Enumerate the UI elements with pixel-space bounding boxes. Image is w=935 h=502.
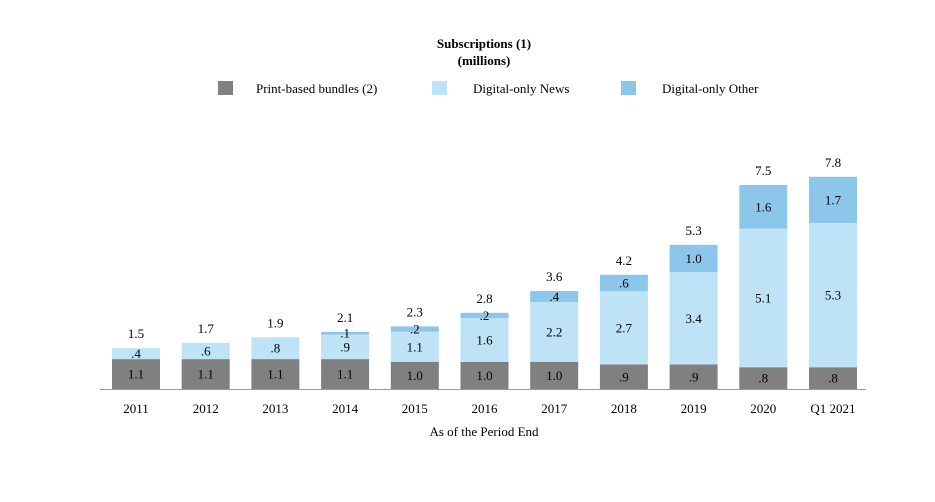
segment-value-label: .9 bbox=[689, 369, 699, 384]
segment-value-label: .8 bbox=[828, 371, 838, 386]
bar-segment bbox=[251, 337, 300, 360]
bar-total-label: 4.2 bbox=[616, 253, 632, 268]
bar-segment bbox=[181, 359, 230, 389]
bar-segment bbox=[390, 331, 439, 362]
bar-total-label: 1.5 bbox=[128, 326, 144, 341]
x-tick-label: 2013 bbox=[262, 401, 288, 416]
bar-total-label: 1.9 bbox=[267, 315, 283, 330]
segment-value-label: .9 bbox=[340, 339, 350, 354]
legend: Print-based bundles (2) Digital-only News… bbox=[218, 81, 759, 96]
segment-value-label: 3.4 bbox=[685, 311, 702, 326]
bar-total-label: 1.7 bbox=[198, 321, 215, 336]
segment-value-label: 1.0 bbox=[685, 251, 701, 266]
segment-value-label: 5.3 bbox=[825, 288, 841, 303]
bar-segment bbox=[739, 185, 788, 229]
segment-value-label: 1.0 bbox=[407, 368, 423, 383]
x-tick-label: 2017 bbox=[541, 401, 568, 416]
segment-value-label: .4 bbox=[549, 289, 559, 304]
bar-segment bbox=[809, 367, 857, 389]
bar-segment bbox=[321, 334, 370, 360]
x-tick-label: 2018 bbox=[611, 401, 637, 416]
bar-segment bbox=[390, 326, 439, 332]
x-tick-label: 2015 bbox=[402, 401, 428, 416]
legend-label-2: Digital-only News bbox=[473, 81, 569, 96]
bar-total-label: 7.8 bbox=[825, 155, 841, 170]
segment-value-label: .9 bbox=[619, 369, 629, 384]
bar-segment bbox=[460, 312, 509, 319]
bar-segment bbox=[809, 176, 857, 223]
bar-total-label: 2.1 bbox=[337, 310, 353, 325]
legend-swatch-3 bbox=[621, 81, 636, 95]
bar-segment bbox=[669, 244, 718, 272]
segment-value-label: 1.0 bbox=[546, 368, 562, 383]
segment-value-label: 1.6 bbox=[755, 199, 772, 214]
segment-value-label: 1.1 bbox=[128, 367, 144, 382]
x-tick-label: 2016 bbox=[472, 401, 499, 416]
bar-segment bbox=[181, 342, 230, 360]
chart-title: Subscriptions (1) bbox=[437, 36, 531, 51]
segment-value-label: .6 bbox=[201, 343, 211, 358]
bar-segment bbox=[669, 364, 718, 389]
chart-subtitle: (millions) bbox=[458, 53, 511, 68]
bars-group: 1.1.41.51.1.61.71.1.81.91.1.9.12.11.01.1… bbox=[112, 155, 857, 389]
segment-value-label: .8 bbox=[758, 371, 768, 386]
x-tick-label: 2014 bbox=[332, 401, 359, 416]
bar-total-label: 5.3 bbox=[685, 223, 701, 238]
bar-segment bbox=[530, 302, 579, 362]
legend-swatch-1 bbox=[218, 81, 233, 95]
bar-segment bbox=[599, 274, 648, 292]
legend-label-1: Print-based bundles (2) bbox=[256, 81, 377, 96]
bar-total-label: 2.8 bbox=[476, 291, 492, 306]
x-tick-label: 2020 bbox=[750, 401, 776, 416]
bar-segment bbox=[669, 272, 718, 365]
segment-value-label: 2.2 bbox=[546, 324, 562, 339]
bar-total-label: 3.6 bbox=[546, 269, 563, 284]
legend-swatch-2 bbox=[432, 81, 447, 95]
bar-total-label: 2.3 bbox=[407, 304, 423, 319]
x-tick-labels: 2011 2012 2013 2014 2015 2016 2017 2018 2019 2020… bbox=[123, 401, 855, 416]
bar-segment bbox=[530, 361, 579, 389]
segment-value-label: 1.1 bbox=[198, 367, 214, 382]
segment-value-label: .1 bbox=[340, 326, 350, 341]
segment-value-label: .8 bbox=[271, 341, 281, 356]
bar-segment bbox=[809, 223, 857, 368]
bar-segment bbox=[112, 359, 160, 389]
segment-value-label: .6 bbox=[619, 275, 629, 290]
x-tick-label: 2012 bbox=[193, 401, 219, 416]
bar-segment bbox=[112, 348, 160, 360]
segment-value-label: 5.1 bbox=[755, 290, 771, 305]
segment-value-label: .2 bbox=[480, 308, 490, 323]
segment-value-label: 1.6 bbox=[476, 333, 493, 348]
segment-value-label: .4 bbox=[131, 346, 141, 361]
bar-segment bbox=[739, 228, 788, 368]
x-tick-label: 2011 bbox=[123, 401, 149, 416]
bar-segment bbox=[460, 361, 509, 389]
bar-segment bbox=[460, 318, 509, 362]
legend-label-3: Digital-only Other bbox=[662, 81, 759, 96]
bar-segment bbox=[599, 364, 648, 389]
x-axis-title: As of the Period End bbox=[429, 424, 539, 439]
bar-segment bbox=[321, 331, 370, 335]
x-tick-label: 2019 bbox=[681, 401, 707, 416]
bar-segment bbox=[251, 359, 300, 389]
segment-value-label: 1.0 bbox=[476, 368, 492, 383]
bar-segment bbox=[390, 361, 439, 389]
bar-segment bbox=[530, 291, 579, 302]
segment-value-label: 1.1 bbox=[267, 367, 283, 382]
x-tick-label: Q1 2021 bbox=[810, 401, 855, 416]
bar-segment bbox=[321, 359, 370, 389]
bar-segment bbox=[739, 367, 788, 389]
segment-value-label: 1.1 bbox=[407, 339, 423, 354]
segment-value-label: .2 bbox=[410, 322, 420, 337]
segment-value-label: 2.7 bbox=[616, 320, 633, 335]
segment-value-label: 1.7 bbox=[825, 193, 842, 208]
bar-total-label: 7.5 bbox=[755, 163, 771, 178]
segment-value-label: 1.1 bbox=[337, 367, 353, 382]
bar-segment bbox=[599, 291, 648, 365]
